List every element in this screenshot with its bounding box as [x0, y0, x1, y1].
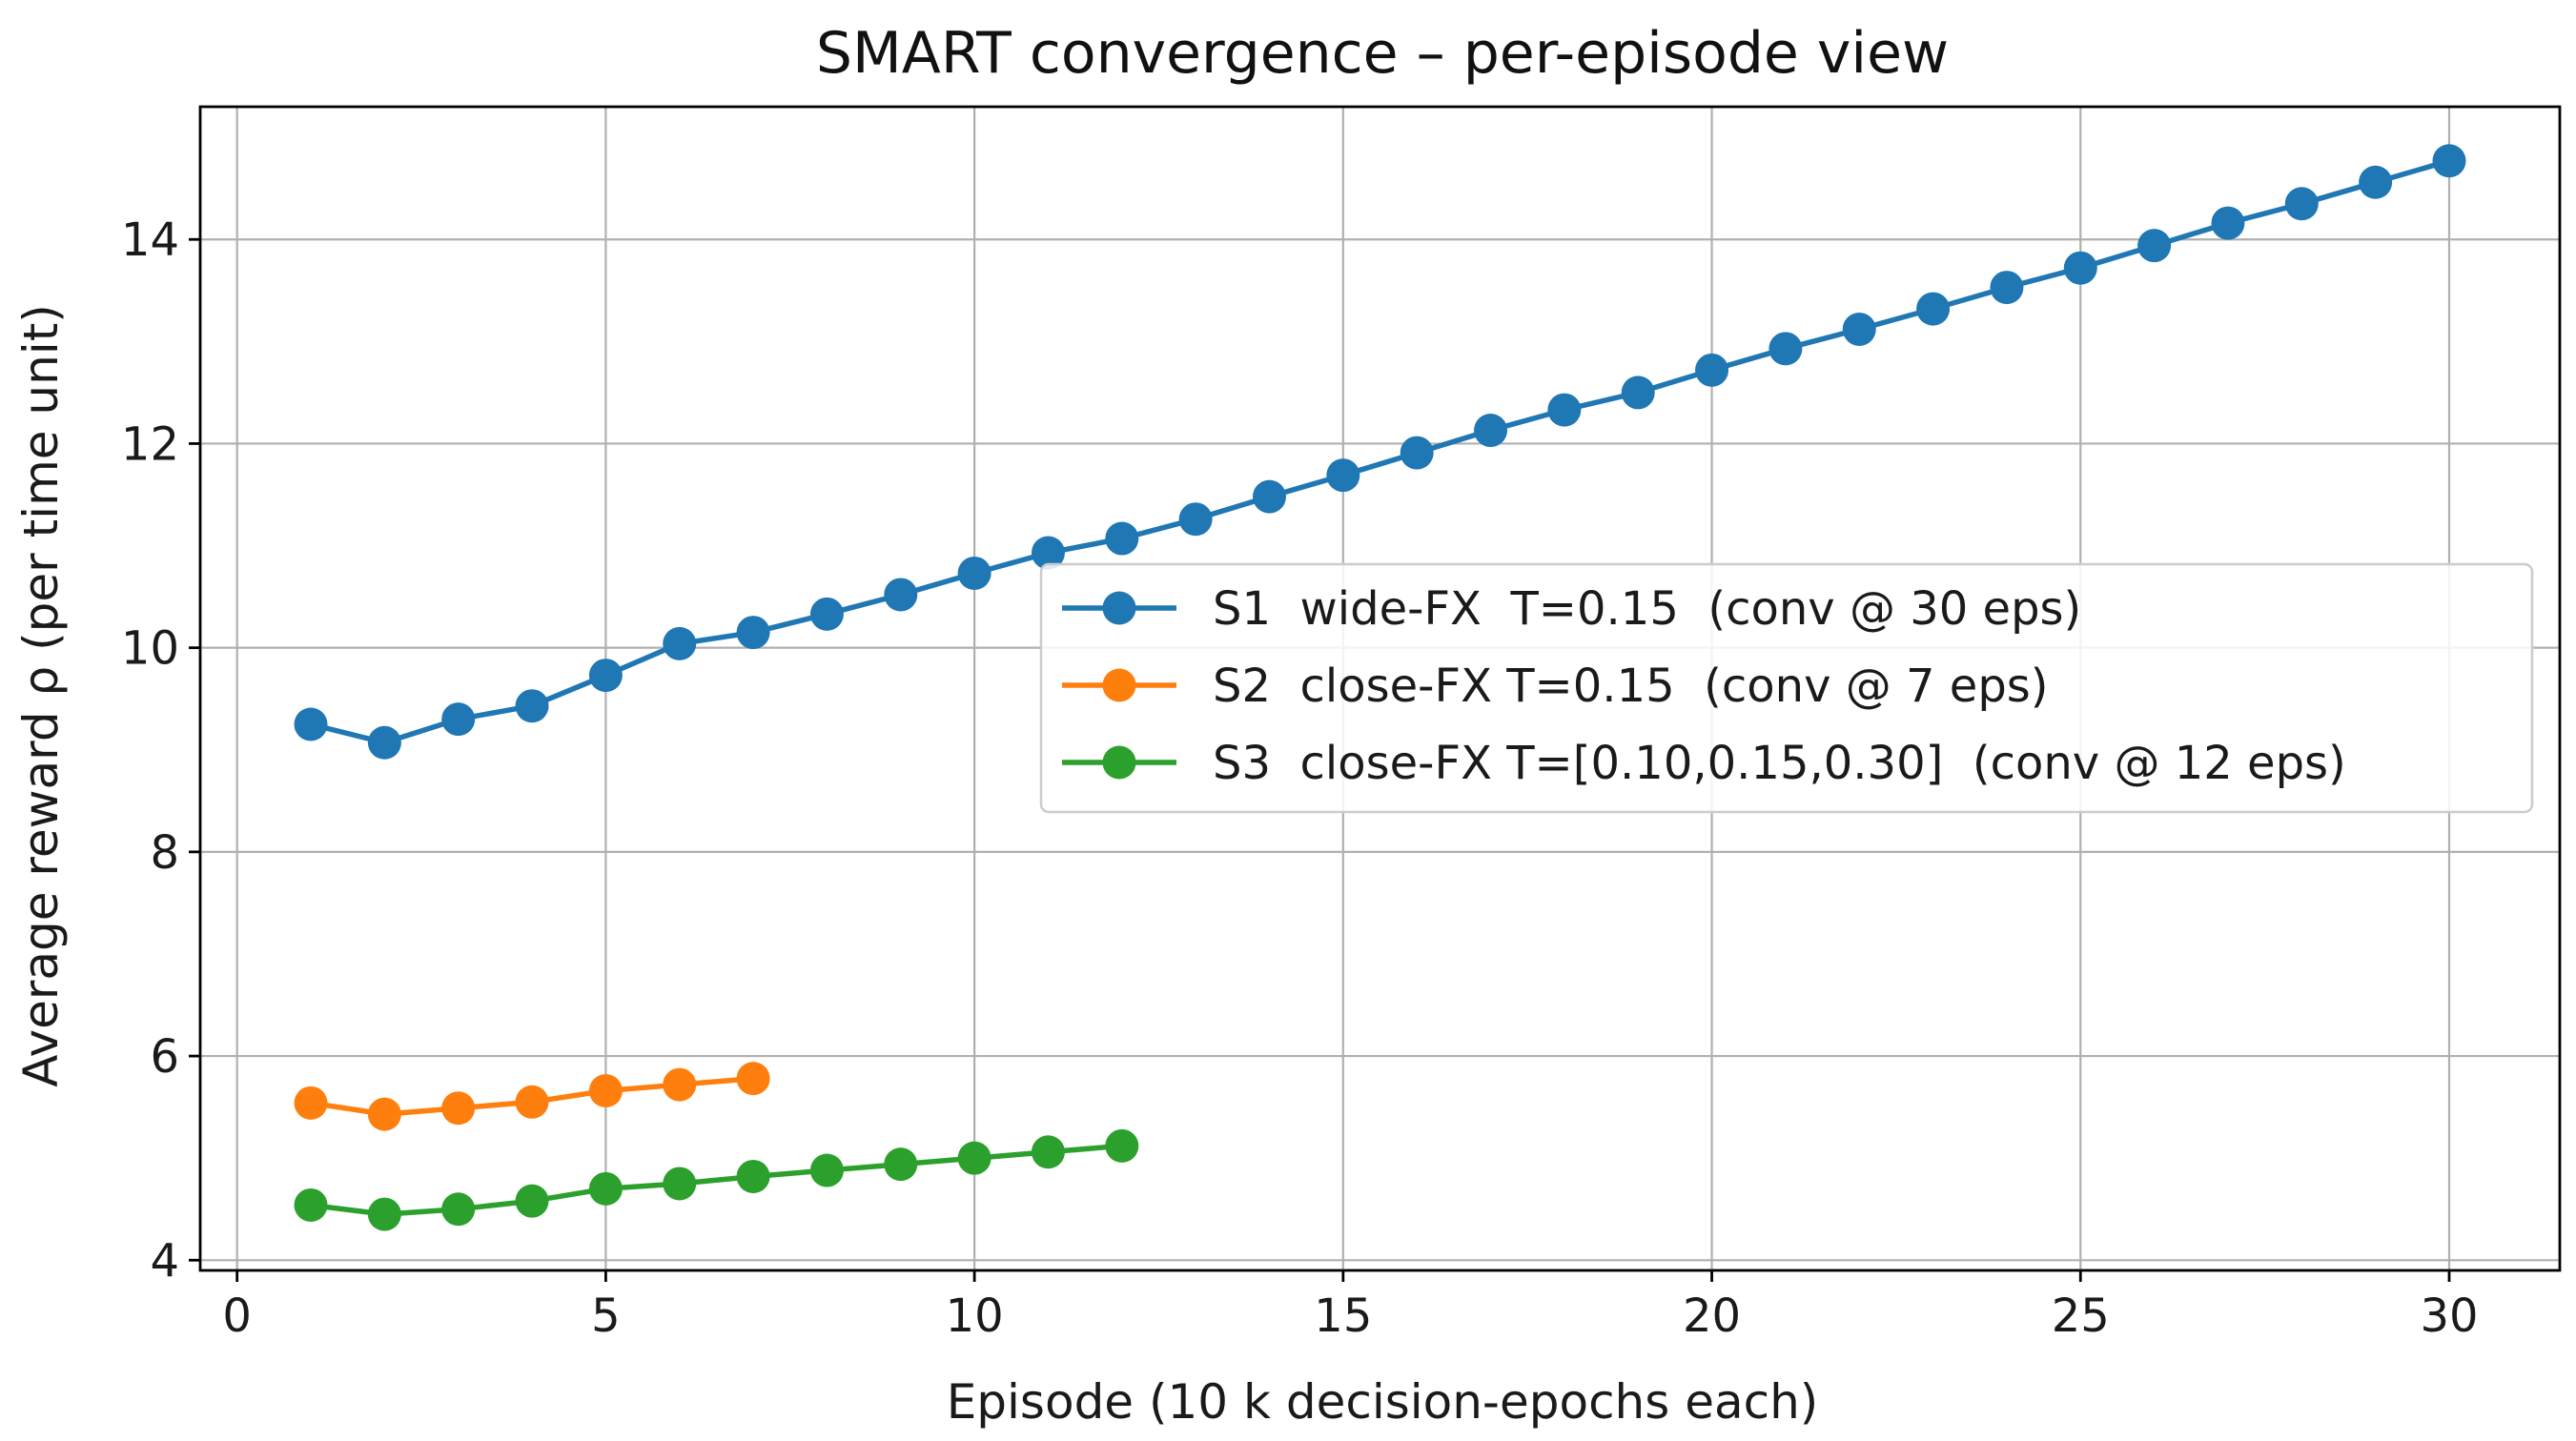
legend-box	[1039, 562, 2534, 814]
legend-item-2: S2 close-FX T=0.15 (conv @ 7 eps)	[1062, 660, 2049, 713]
x-tick-label: 5	[591, 1289, 621, 1343]
series-1-point	[515, 689, 549, 723]
series-2-point	[663, 1067, 697, 1102]
series-1-point	[294, 707, 328, 741]
legend-marker	[1102, 668, 1136, 702]
series-1-point	[2063, 251, 2097, 285]
series-1-point	[1400, 436, 1434, 470]
x-tick-label: 10	[946, 1289, 1004, 1343]
x-tick-label: 0	[222, 1289, 252, 1343]
y-tick-label: 6	[150, 1030, 179, 1084]
series-3-point	[1031, 1135, 1065, 1169]
x-tick-label: 30	[2420, 1289, 2478, 1343]
y-tick-label: 4	[150, 1234, 179, 1288]
series-2-point	[515, 1085, 549, 1119]
series-1-point	[1474, 414, 1508, 448]
series-3-point	[588, 1171, 623, 1206]
legend-label: S3 close-FX T=[0.10,0.15,0.30] (conv @ 1…	[1213, 737, 2346, 790]
series-1-point	[1916, 292, 1951, 326]
series-3-point	[884, 1147, 918, 1182]
series-1-point	[1105, 521, 1139, 556]
x-axis-label: Episode (10 k decision-epochs each)	[947, 1374, 1819, 1430]
series-2-point	[367, 1097, 401, 1131]
series-1	[294, 144, 2466, 760]
legend-label: S1 wide-FX T=0.15 (conv @ 30 eps)	[1213, 582, 2081, 636]
legend-marker	[1102, 745, 1136, 780]
series-1-point	[1252, 479, 1286, 514]
y-tick-label: 10	[121, 622, 179, 676]
series-1-point	[736, 616, 770, 650]
series-1-point	[1842, 312, 1876, 346]
y-axis-label: Average reward ρ (per time unit)	[13, 304, 69, 1087]
series-1-point	[2432, 144, 2466, 178]
series-1-point	[1768, 332, 1803, 366]
series-3-point	[441, 1192, 476, 1227]
series-1-point	[1695, 353, 1729, 387]
series-1-point	[957, 556, 992, 590]
series-2-point	[441, 1091, 476, 1126]
series-3-point	[294, 1187, 328, 1222]
series-3-point	[1105, 1128, 1139, 1163]
series-1-point	[884, 578, 918, 612]
series-3-point	[663, 1167, 697, 1201]
series-3-point	[957, 1141, 992, 1175]
series-2-point	[736, 1062, 770, 1096]
series-2-point	[588, 1073, 623, 1107]
y-tick-label: 14	[121, 213, 179, 267]
legend-label: S2 close-FX T=0.15 (conv @ 7 eps)	[1213, 660, 2049, 713]
series-1-point	[1990, 271, 2024, 305]
series-1-point	[1326, 458, 1360, 493]
axes-frame	[198, 105, 2562, 1272]
series-1-point	[367, 725, 401, 760]
series-3-point	[736, 1159, 770, 1193]
series-3-point	[809, 1153, 844, 1187]
series-1-point	[1547, 393, 1582, 427]
legend-item-3: S3 close-FX T=[0.10,0.15,0.30] (conv @ 1…	[1062, 737, 2346, 790]
series-1-point	[2211, 206, 2245, 240]
series-1-point	[1031, 536, 1065, 570]
series-2	[294, 1062, 770, 1131]
series-3-point	[515, 1184, 549, 1218]
ticks: 0 5 10 15 20 25 30 4 6 8 10 12 14	[121, 213, 2479, 1343]
legend-marker	[1102, 591, 1136, 625]
series-1-point	[2284, 187, 2319, 221]
chart-title: SMART convergence – per-episode view	[816, 20, 1949, 87]
series-1-point	[2137, 229, 2172, 263]
series-1-point	[1621, 375, 1655, 410]
legend: S1 wide-FX T=0.15 (conv @ 30 eps) S2 clos…	[1039, 562, 2534, 814]
series-1-point	[588, 659, 623, 693]
series-3-point	[367, 1197, 401, 1231]
series-1-point	[663, 626, 697, 660]
x-tick-label: 15	[1314, 1289, 1372, 1343]
x-tick-label: 20	[1683, 1289, 1741, 1343]
series-2-point	[294, 1086, 328, 1120]
series-layer	[294, 144, 2466, 1231]
legend-item-1: S1 wide-FX T=0.15 (conv @ 30 eps)	[1062, 582, 2081, 636]
series-1-point	[809, 597, 844, 631]
series-3	[294, 1128, 1139, 1231]
y-tick-label: 12	[121, 417, 179, 471]
y-tick-label: 8	[150, 826, 179, 880]
series-1-point	[1178, 502, 1213, 537]
series-1-point	[2359, 165, 2393, 199]
series-1-point	[441, 702, 476, 737]
x-tick-label: 25	[2052, 1289, 2110, 1343]
